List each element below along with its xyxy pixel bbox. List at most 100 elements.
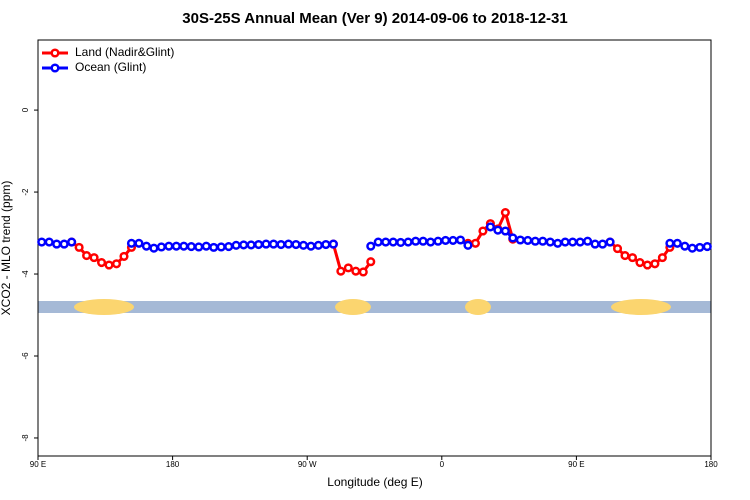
data-point — [119, 251, 129, 261]
data-point — [672, 238, 682, 248]
data-point — [343, 263, 353, 273]
data-point — [52, 239, 62, 249]
data-point — [702, 242, 712, 252]
legend-label: Land (Nadir&Glint) — [75, 45, 174, 59]
data-point — [216, 242, 226, 252]
data-point — [665, 238, 675, 248]
data-point — [59, 239, 69, 249]
x-tick-label: 180 — [704, 460, 718, 469]
y-axis-label: XCO2 - MLO trend (ppm) — [0, 181, 13, 316]
x-axis-label: Longitude (deg E) — [327, 475, 422, 489]
data-point — [291, 239, 301, 250]
data-point — [104, 260, 114, 270]
data-point — [530, 236, 540, 246]
data-point — [575, 237, 585, 247]
data-point — [37, 237, 47, 247]
data-point — [388, 237, 398, 247]
x-tick-label: 90 E — [30, 460, 46, 469]
data-point — [254, 239, 264, 250]
data-point — [164, 241, 174, 251]
data-point — [620, 251, 630, 261]
data-point — [366, 257, 376, 267]
data-point — [179, 241, 189, 251]
data-point — [67, 237, 77, 247]
data-point — [82, 251, 92, 261]
data-point — [358, 267, 368, 277]
data-point — [612, 244, 623, 254]
data-point — [276, 239, 286, 250]
data-point — [239, 240, 249, 250]
data-point — [246, 240, 256, 250]
data-point — [403, 237, 413, 247]
data-point — [89, 253, 99, 263]
data-point — [231, 240, 241, 250]
data-point — [209, 242, 219, 252]
data-point — [598, 239, 608, 249]
data-point — [455, 235, 466, 245]
x-tick-label: 90 W — [298, 460, 317, 469]
data-point — [313, 240, 323, 250]
data-point — [470, 238, 481, 248]
data-point — [500, 207, 510, 218]
data-point — [485, 222, 495, 232]
data-point — [126, 238, 137, 248]
data-point — [328, 239, 338, 249]
data-point — [381, 237, 391, 247]
data-point — [306, 241, 316, 251]
data-point — [523, 235, 533, 245]
data-point — [680, 241, 690, 251]
data-point — [440, 235, 451, 245]
data-point — [478, 226, 488, 236]
data-point — [201, 241, 211, 251]
data-point — [194, 242, 204, 252]
data-point — [396, 237, 406, 248]
land-ocean-band — [38, 299, 711, 315]
data-point — [97, 257, 107, 268]
data-point — [695, 242, 705, 252]
data-point — [463, 240, 473, 250]
data-point — [149, 243, 159, 253]
y-tick-label: 0 — [21, 107, 30, 112]
data-point — [426, 237, 436, 247]
data-point — [186, 242, 196, 252]
data-point — [657, 253, 667, 263]
data-point — [156, 242, 166, 252]
data-point — [605, 237, 615, 247]
x-tick-label: 0 — [440, 460, 445, 469]
data-point — [321, 239, 331, 250]
data-point — [583, 236, 593, 246]
data-point — [568, 237, 578, 247]
data-point — [366, 241, 376, 251]
y-tick-label: -2 — [21, 188, 30, 196]
data-point — [433, 236, 443, 246]
y-tick-label: -6 — [21, 352, 30, 360]
data-point — [74, 242, 84, 252]
data-point — [500, 226, 510, 236]
x-tick-label: 90 E — [568, 460, 584, 469]
data-point — [642, 260, 652, 270]
data-point — [269, 239, 279, 249]
x-tick-label: 180 — [166, 460, 180, 469]
legend-swatch — [50, 48, 60, 58]
data-point — [224, 242, 234, 252]
data-point — [515, 235, 525, 245]
data-point — [373, 237, 383, 247]
y-tick-label: -8 — [21, 434, 30, 442]
data-point — [336, 266, 346, 276]
data-point — [44, 237, 54, 247]
data-point — [351, 266, 361, 276]
data-point — [141, 241, 151, 251]
data-point — [560, 237, 570, 247]
data-point — [411, 236, 421, 246]
data-point — [627, 253, 638, 263]
data-point — [493, 225, 503, 235]
legend-label: Ocean (Glint) — [75, 60, 146, 74]
data-point — [590, 239, 600, 249]
data-point — [508, 233, 518, 243]
data-point — [418, 236, 428, 246]
data-point — [134, 238, 144, 248]
data-point — [650, 259, 660, 269]
data-point — [298, 240, 309, 250]
chart-title: 30S-25S Annual Mean (Ver 9) 2014-09-06 t… — [182, 10, 567, 27]
